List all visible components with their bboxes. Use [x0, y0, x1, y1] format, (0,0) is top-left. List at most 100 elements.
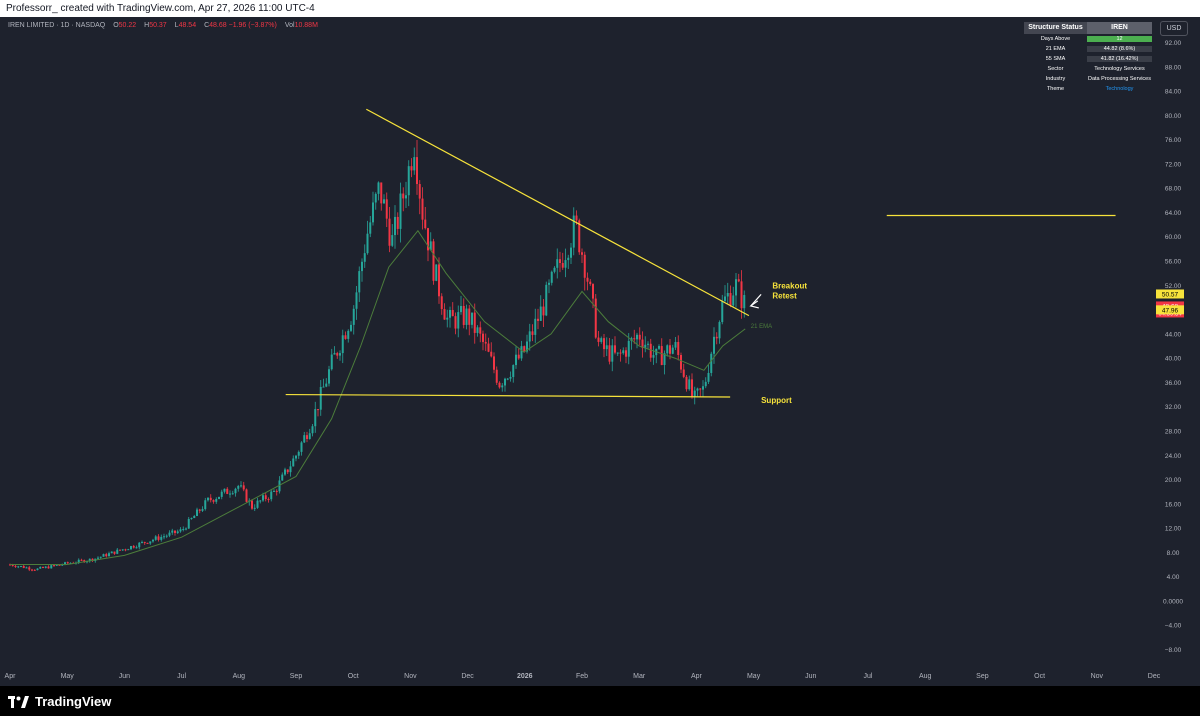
- currency-button[interactable]: USD: [1160, 21, 1188, 36]
- candle-body: [564, 260, 567, 268]
- candle-body: [42, 566, 44, 568]
- candle-body: [476, 327, 479, 333]
- candle-body: [286, 469, 289, 473]
- candle-body: [517, 354, 520, 359]
- price-chart[interactable]: Apr May Jun Jul Aug Sep Oct Nov Dec 2026 Feb Mar Apr…: [0, 17, 1200, 686]
- tradingview-logo-icon: [8, 695, 29, 708]
- candle-body: [130, 546, 132, 550]
- candle-body: [680, 355, 682, 370]
- candle-body: [33, 569, 36, 571]
- candle-body: [325, 383, 328, 387]
- candle-body: [369, 222, 372, 234]
- y-tick-label: 64.00: [1165, 210, 1182, 217]
- y-tick-label: 68.00: [1165, 186, 1182, 193]
- candle-body: [267, 499, 270, 501]
- candle-body: [110, 551, 113, 554]
- candle-body: [201, 509, 204, 511]
- x-tick-label: May: [61, 673, 75, 680]
- candle-body: [275, 490, 278, 492]
- candle-body: [20, 566, 22, 568]
- candle-body: [204, 500, 207, 510]
- candle-body: [737, 279, 740, 282]
- candle-body: [534, 318, 537, 335]
- y-tick-label: 84.00: [1165, 89, 1182, 96]
- candle-body: [512, 365, 515, 377]
- x-tick-label: Apr: [5, 673, 17, 680]
- candle-body: [300, 442, 303, 452]
- candle-body: [457, 312, 460, 329]
- x-tick-label: Aug: [233, 673, 246, 680]
- candle-body: [53, 565, 55, 567]
- candle-body: [614, 345, 616, 353]
- author-line: Professorr_ created with TradingView.com…: [6, 3, 315, 14]
- candle-body: [339, 353, 341, 356]
- candle-body: [44, 566, 47, 568]
- candle-body: [468, 308, 471, 325]
- candle-body: [361, 261, 363, 272]
- candle-body: [47, 566, 50, 569]
- candle-body: [454, 316, 457, 329]
- candle-body: [182, 529, 185, 531]
- candle-body: [465, 308, 468, 325]
- candle-body: [341, 335, 344, 354]
- annotation-text: Support: [761, 396, 792, 405]
- candle-body: [292, 458, 295, 467]
- chart-panel[interactable]: Apr May Jun Jul Aug Sep Oct Nov Dec 2026 Feb Mar Apr…: [0, 17, 1200, 686]
- candle-body: [427, 228, 429, 251]
- candle-body: [693, 390, 696, 397]
- candle-body: [69, 562, 72, 564]
- candle-body: [295, 455, 297, 459]
- candle-body: [256, 500, 259, 508]
- candle-body: [578, 220, 581, 253]
- candle-body: [429, 241, 432, 251]
- candle-body: [119, 549, 121, 551]
- candle-body: [234, 488, 237, 494]
- candle-body: [399, 193, 402, 229]
- candle-body: [586, 277, 589, 282]
- candle-body: [677, 342, 680, 356]
- candle-body: [154, 536, 157, 540]
- candle-body: [385, 199, 388, 219]
- status-table-title: Structure Status: [1028, 24, 1083, 31]
- candle-body: [80, 559, 83, 561]
- candle-body: [726, 293, 729, 297]
- candle-body: [289, 466, 292, 473]
- candle-body: [740, 281, 743, 309]
- candle-body: [559, 259, 561, 263]
- status-value: Technology: [1105, 86, 1134, 92]
- candle-body: [605, 345, 608, 350]
- candle-body: [146, 542, 149, 544]
- candle-body: [240, 485, 242, 487]
- candle-body: [121, 549, 124, 551]
- candle-body: [358, 271, 361, 293]
- candle-body: [548, 282, 550, 285]
- candle-body: [226, 488, 229, 494]
- candle-body: [231, 493, 234, 495]
- candle-body: [28, 567, 31, 570]
- vol-key: Vol: [284, 22, 295, 29]
- candle-body: [704, 381, 707, 387]
- candle-body: [388, 218, 391, 246]
- candle-body: [262, 495, 264, 501]
- candle-body: [715, 336, 718, 339]
- status-row-sector: Sector Technology Services: [1024, 64, 1152, 74]
- candle-body: [498, 382, 501, 388]
- candle-body: [372, 202, 374, 223]
- candle-body: [402, 193, 405, 199]
- candle-body: [743, 295, 746, 309]
- candle-body: [303, 435, 306, 443]
- candle-body: [603, 338, 605, 350]
- candle-body: [383, 199, 385, 204]
- candle-body: [374, 193, 377, 203]
- y-tick-label: 8.00: [1167, 550, 1180, 557]
- candle-body: [88, 558, 91, 562]
- x-tick-label: Oct: [348, 673, 359, 680]
- status-label: Sector: [1047, 66, 1064, 72]
- status-value: Technology Services: [1094, 66, 1145, 72]
- y-tick-label: 12.00: [1165, 526, 1182, 533]
- candle-body: [273, 490, 275, 492]
- candle-body: [696, 388, 699, 391]
- candle-body: [460, 306, 462, 313]
- x-tick-label: Dec: [461, 673, 474, 680]
- x-tick-label: Jul: [864, 673, 873, 680]
